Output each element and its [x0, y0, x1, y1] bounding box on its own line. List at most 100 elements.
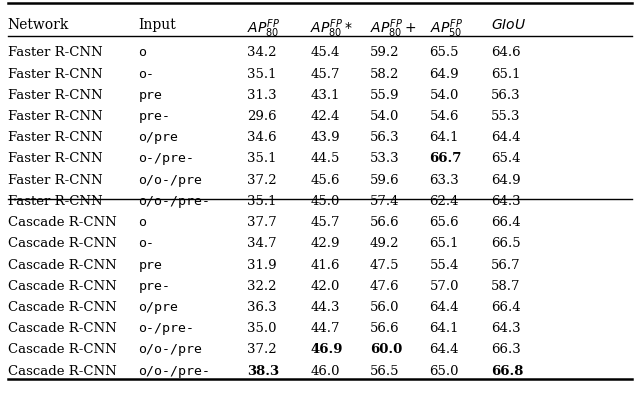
Text: 65.6: 65.6 [429, 216, 460, 229]
Text: o-: o- [138, 67, 154, 81]
Text: 59.2: 59.2 [370, 46, 399, 59]
Text: 42.4: 42.4 [310, 110, 340, 123]
Text: 44.3: 44.3 [310, 301, 340, 314]
Text: Faster R-CNN: Faster R-CNN [8, 110, 102, 123]
Text: pre-: pre- [138, 110, 170, 123]
Text: 64.4: 64.4 [491, 131, 520, 144]
Text: 43.9: 43.9 [310, 131, 340, 144]
Text: 59.6: 59.6 [370, 174, 399, 187]
Text: 64.1: 64.1 [429, 131, 459, 144]
Text: pre: pre [138, 259, 163, 272]
Text: $AP_{80}^{FP}$: $AP_{80}^{FP}$ [246, 18, 280, 40]
Text: 66.7: 66.7 [429, 152, 462, 166]
Text: 43.1: 43.1 [310, 89, 340, 102]
Text: 44.7: 44.7 [310, 322, 340, 335]
Text: 55.4: 55.4 [429, 259, 459, 272]
Text: 35.1: 35.1 [246, 152, 276, 166]
Text: 55.3: 55.3 [491, 110, 520, 123]
Text: Faster R-CNN: Faster R-CNN [8, 152, 102, 166]
Text: $GIoU$: $GIoU$ [491, 18, 526, 32]
Text: o-: o- [138, 237, 154, 250]
Text: Cascade R-CNN: Cascade R-CNN [8, 280, 116, 293]
Text: 56.3: 56.3 [370, 131, 399, 144]
Text: 66.4: 66.4 [491, 216, 520, 229]
Text: 66.3: 66.3 [491, 344, 520, 356]
Text: 55.9: 55.9 [370, 89, 399, 102]
Text: 36.3: 36.3 [246, 301, 276, 314]
Text: 57.4: 57.4 [370, 195, 399, 208]
Text: o: o [138, 216, 147, 229]
Text: 31.9: 31.9 [246, 259, 276, 272]
Text: 62.4: 62.4 [429, 195, 459, 208]
Text: 56.0: 56.0 [370, 301, 399, 314]
Text: 54.6: 54.6 [429, 110, 459, 123]
Text: 56.6: 56.6 [370, 216, 399, 229]
Text: o/o-/pre-: o/o-/pre- [138, 365, 211, 378]
Text: 34.2: 34.2 [246, 46, 276, 59]
Text: 64.3: 64.3 [491, 322, 520, 335]
Text: 64.6: 64.6 [491, 46, 520, 59]
Text: 37.7: 37.7 [246, 216, 276, 229]
Text: 65.1: 65.1 [429, 237, 459, 250]
Text: 57.0: 57.0 [429, 280, 459, 293]
Text: 37.2: 37.2 [246, 174, 276, 187]
Text: 65.1: 65.1 [491, 67, 520, 81]
Text: 65.5: 65.5 [429, 46, 459, 59]
Text: o/pre: o/pre [138, 131, 179, 144]
Text: Cascade R-CNN: Cascade R-CNN [8, 301, 116, 314]
Text: o-/pre-: o-/pre- [138, 152, 195, 166]
Text: Cascade R-CNN: Cascade R-CNN [8, 322, 116, 335]
Text: 41.6: 41.6 [310, 259, 340, 272]
Text: 47.5: 47.5 [370, 259, 399, 272]
Text: 42.9: 42.9 [310, 237, 340, 250]
Text: pre: pre [138, 89, 163, 102]
Text: 64.4: 64.4 [429, 301, 459, 314]
Text: Cascade R-CNN: Cascade R-CNN [8, 344, 116, 356]
Text: 31.3: 31.3 [246, 89, 276, 102]
Text: 45.7: 45.7 [310, 67, 340, 81]
Text: 32.2: 32.2 [246, 280, 276, 293]
Text: 66.8: 66.8 [491, 365, 523, 378]
Text: 58.2: 58.2 [370, 67, 399, 81]
Text: 45.4: 45.4 [310, 46, 340, 59]
Text: 35.0: 35.0 [246, 322, 276, 335]
Text: 42.0: 42.0 [310, 280, 340, 293]
Text: o-/pre-: o-/pre- [138, 322, 195, 335]
Text: 54.0: 54.0 [370, 110, 399, 123]
Text: Input: Input [138, 18, 176, 32]
Text: 35.1: 35.1 [246, 195, 276, 208]
Text: Faster R-CNN: Faster R-CNN [8, 89, 102, 102]
Text: Cascade R-CNN: Cascade R-CNN [8, 216, 116, 229]
Text: 64.4: 64.4 [429, 344, 459, 356]
Text: o/o-/pre-: o/o-/pre- [138, 195, 211, 208]
Text: 44.5: 44.5 [310, 152, 340, 166]
Text: $AP_{80}^{FP}*$: $AP_{80}^{FP}*$ [310, 18, 353, 40]
Text: Cascade R-CNN: Cascade R-CNN [8, 365, 116, 378]
Text: 38.3: 38.3 [246, 365, 279, 378]
Text: o: o [138, 46, 147, 59]
Text: 65.0: 65.0 [429, 365, 459, 378]
Text: 66.5: 66.5 [491, 237, 520, 250]
Text: o/o-/pre: o/o-/pre [138, 344, 202, 356]
Text: Faster R-CNN: Faster R-CNN [8, 174, 102, 187]
Text: Faster R-CNN: Faster R-CNN [8, 46, 102, 59]
Text: 46.9: 46.9 [310, 344, 343, 356]
Text: pre-: pre- [138, 280, 170, 293]
Text: 64.9: 64.9 [429, 67, 460, 81]
Text: 63.3: 63.3 [429, 174, 460, 187]
Text: 58.7: 58.7 [491, 280, 520, 293]
Text: 34.7: 34.7 [246, 237, 276, 250]
Text: $AP_{50}^{FP}$: $AP_{50}^{FP}$ [429, 18, 463, 40]
Text: $AP_{80}^{FP}+$: $AP_{80}^{FP}+$ [370, 18, 416, 40]
Text: 66.4: 66.4 [491, 301, 520, 314]
Text: 64.3: 64.3 [491, 195, 520, 208]
Text: 46.0: 46.0 [310, 365, 340, 378]
Text: 54.0: 54.0 [429, 89, 459, 102]
Text: 49.2: 49.2 [370, 237, 399, 250]
Text: 56.5: 56.5 [370, 365, 399, 378]
Text: 47.6: 47.6 [370, 280, 399, 293]
Text: 60.0: 60.0 [370, 344, 402, 356]
Text: 56.7: 56.7 [491, 259, 520, 272]
Text: 45.7: 45.7 [310, 216, 340, 229]
Text: 65.4: 65.4 [491, 152, 520, 166]
